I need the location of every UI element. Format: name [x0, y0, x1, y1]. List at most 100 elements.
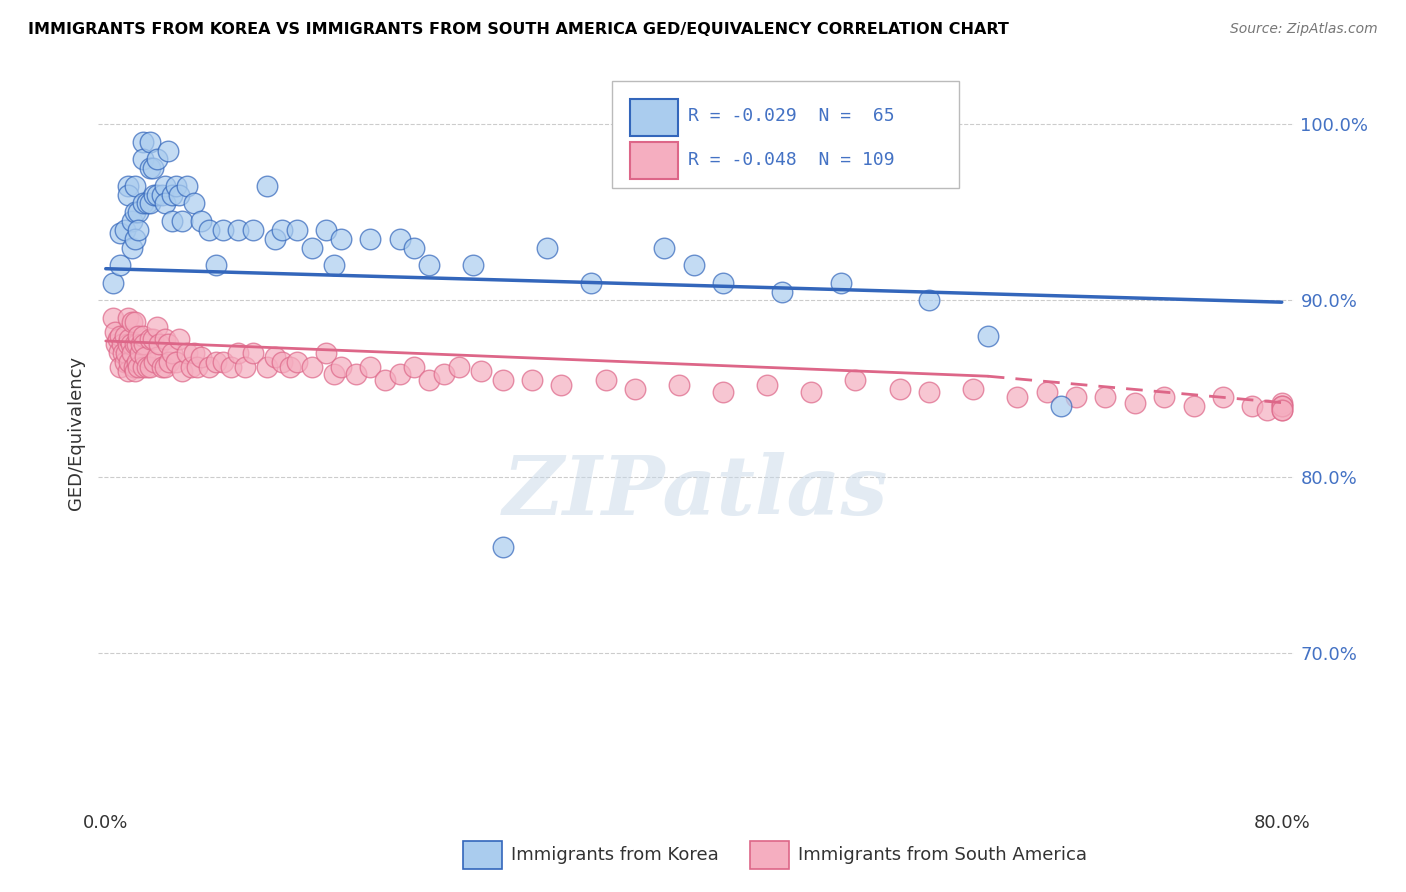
Point — [153, 360, 176, 375]
Point — [124, 337, 146, 351]
Point — [105, 337, 128, 351]
Point — [330, 232, 353, 246]
Point — [165, 355, 187, 369]
Point — [110, 328, 132, 343]
Point — [800, 385, 823, 400]
Point — [418, 258, 440, 272]
Point — [124, 364, 146, 378]
Point — [315, 223, 337, 237]
Point — [131, 196, 153, 211]
Point — [1271, 402, 1294, 417]
Point — [110, 360, 132, 375]
Point — [1271, 395, 1294, 409]
Point — [433, 368, 456, 382]
Point — [153, 332, 176, 346]
Point — [235, 360, 257, 375]
Point — [770, 285, 793, 299]
Point — [271, 223, 294, 237]
Point — [134, 350, 156, 364]
Point — [120, 337, 142, 351]
Point — [889, 382, 911, 396]
FancyBboxPatch shape — [630, 142, 678, 178]
Point — [131, 360, 153, 375]
Point — [1212, 390, 1234, 404]
Point — [150, 187, 173, 202]
Point — [374, 373, 396, 387]
FancyBboxPatch shape — [613, 81, 959, 188]
Point — [139, 196, 162, 211]
Point — [1123, 395, 1146, 409]
Point — [492, 540, 515, 554]
Point — [463, 258, 485, 272]
Point — [197, 360, 219, 375]
Point — [156, 144, 179, 158]
Point — [153, 196, 176, 211]
Point — [918, 385, 941, 400]
Point — [127, 360, 149, 375]
Point — [172, 364, 194, 378]
Point — [169, 187, 191, 202]
Point — [301, 360, 323, 375]
Point — [117, 364, 139, 378]
Point — [830, 276, 852, 290]
Point — [127, 205, 149, 219]
Point — [190, 350, 212, 364]
Point — [143, 187, 166, 202]
Point — [1094, 390, 1116, 404]
Point — [146, 187, 169, 202]
Point — [388, 232, 411, 246]
Point — [404, 360, 426, 375]
Point — [1241, 399, 1264, 413]
Point — [520, 373, 543, 387]
Point — [330, 360, 353, 375]
Point — [121, 240, 143, 254]
Point — [404, 240, 426, 254]
Point — [156, 337, 179, 351]
Point — [711, 385, 734, 400]
Point — [918, 293, 941, 308]
Point — [536, 240, 558, 254]
Point — [101, 276, 124, 290]
Point — [157, 355, 180, 369]
Point — [122, 360, 145, 375]
Point — [1035, 385, 1057, 400]
Point — [186, 360, 208, 375]
Point — [183, 196, 205, 211]
Point — [142, 161, 165, 176]
FancyBboxPatch shape — [630, 99, 678, 136]
Point — [131, 153, 153, 167]
Point — [108, 344, 131, 359]
Point — [1182, 399, 1205, 413]
Point — [624, 382, 647, 396]
Point — [344, 368, 367, 382]
Point — [160, 187, 183, 202]
Point — [129, 337, 152, 351]
Point — [242, 223, 264, 237]
Text: R = -0.029  N =  65: R = -0.029 N = 65 — [688, 108, 894, 126]
Point — [654, 240, 676, 254]
Point — [176, 178, 198, 193]
Point — [212, 355, 235, 369]
Point — [226, 223, 249, 237]
Text: Source: ZipAtlas.com: Source: ZipAtlas.com — [1230, 22, 1378, 37]
Y-axis label: GED/Equivalency: GED/Equivalency — [66, 356, 84, 509]
Point — [114, 355, 136, 369]
Point — [139, 135, 162, 149]
Point — [110, 258, 132, 272]
Point — [1050, 399, 1073, 413]
Point — [111, 337, 134, 351]
Point — [180, 360, 202, 375]
Point — [115, 346, 138, 360]
Point — [131, 328, 153, 343]
Point — [160, 346, 183, 360]
Point — [418, 373, 440, 387]
Point — [160, 214, 183, 228]
Point — [139, 360, 162, 375]
Point — [1271, 402, 1294, 417]
Point — [219, 360, 242, 375]
Point — [263, 232, 285, 246]
Point — [146, 153, 169, 167]
Point — [470, 364, 492, 378]
Point — [492, 373, 515, 387]
Point — [263, 350, 285, 364]
